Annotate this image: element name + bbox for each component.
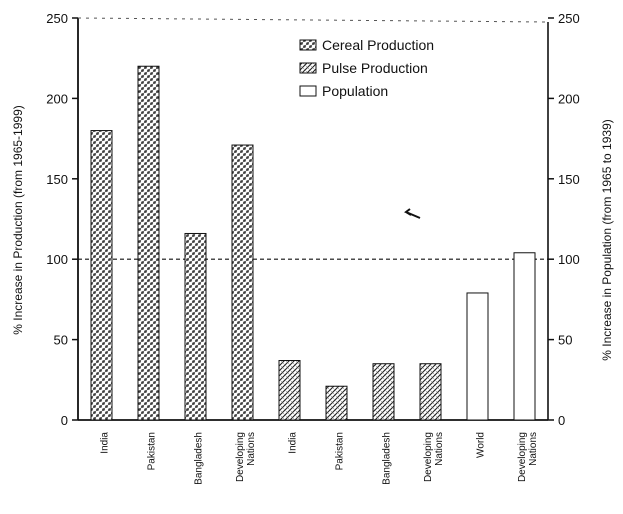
category-label: Bangladesh [382,432,393,485]
bar-pulse-production [372,363,395,421]
tick-label-left: 200 [46,91,68,106]
tick-label-right: 250 [558,11,580,26]
bar-population [513,252,536,421]
category-label-line: Nations [246,432,257,466]
category-label: Developing Nations [517,432,539,482]
top-border [77,17,549,23]
category-label: Pakistan [147,432,158,470]
bar-pulse-production [419,363,442,421]
bars [90,65,536,421]
category-label: India [288,432,299,454]
category-label-line: World [476,432,487,458]
category-label: World [476,432,487,458]
bar-cereal-production [231,144,254,421]
category-labels: India Pakistan Bangladesh Developing Nations… [100,432,540,485]
tick-label-right: 200 [558,91,580,106]
legend-swatch-cereal [299,39,317,51]
bar-pulse-production [325,385,348,421]
category-label-line: Pakistan [335,432,346,470]
legend-swatch-population [299,85,317,97]
category-label-line: Nations [528,432,539,466]
right-ticks: 0 50 100 150 200 250 [548,11,580,428]
category-label-line: Nations [434,432,445,466]
bar-cereal-production [90,130,113,421]
bar-cereal-production [137,65,160,421]
legend-label-cereal: Cereal Production [322,37,434,53]
category-label-line: India [100,432,111,454]
category-label: Bangladesh [194,432,205,485]
tick-label-left: 250 [46,11,68,26]
tick-label-right: 0 [558,413,565,428]
tick-label-left: 50 [54,333,68,348]
tick-label-right: 50 [558,333,572,348]
bar-pulse-production [278,360,301,421]
left-ticks: 0 50 100 150 200 250 [46,11,78,428]
category-label: India [100,432,111,454]
tick-label-left: 0 [61,413,68,428]
legend-label-population: Population [322,83,388,99]
category-label-line: Bangladesh [194,432,205,485]
bar-cereal-production [184,232,207,421]
legend-swatch-pulse [299,62,317,74]
y-axis-label-left: % Increase in Production (from 1965-1999… [11,105,25,334]
category-label-line: Developing [235,432,246,482]
category-label-line: Developing [423,432,434,482]
category-label: Developing Nations [423,432,445,482]
arrow-mark [404,208,421,219]
y-axis-label-right: % Increase in Population (from 1965 to 1… [600,119,614,360]
tick-label-right: 150 [558,172,580,187]
legend-label-pulse: Pulse Production [322,60,428,76]
tick-label-left: 150 [46,172,68,187]
category-label: Pakistan [335,432,346,470]
category-label-line: Bangladesh [382,432,393,485]
category-label: Developing Nations [235,432,257,482]
bar-population [466,292,489,421]
legend: Cereal Production Pulse Production Popul… [299,37,434,99]
category-label-line: India [288,432,299,454]
category-label-line: Pakistan [147,432,158,470]
tick-label-right: 100 [558,252,580,267]
tick-label-left: 100 [46,252,68,267]
category-label-line: Developing [517,432,528,482]
